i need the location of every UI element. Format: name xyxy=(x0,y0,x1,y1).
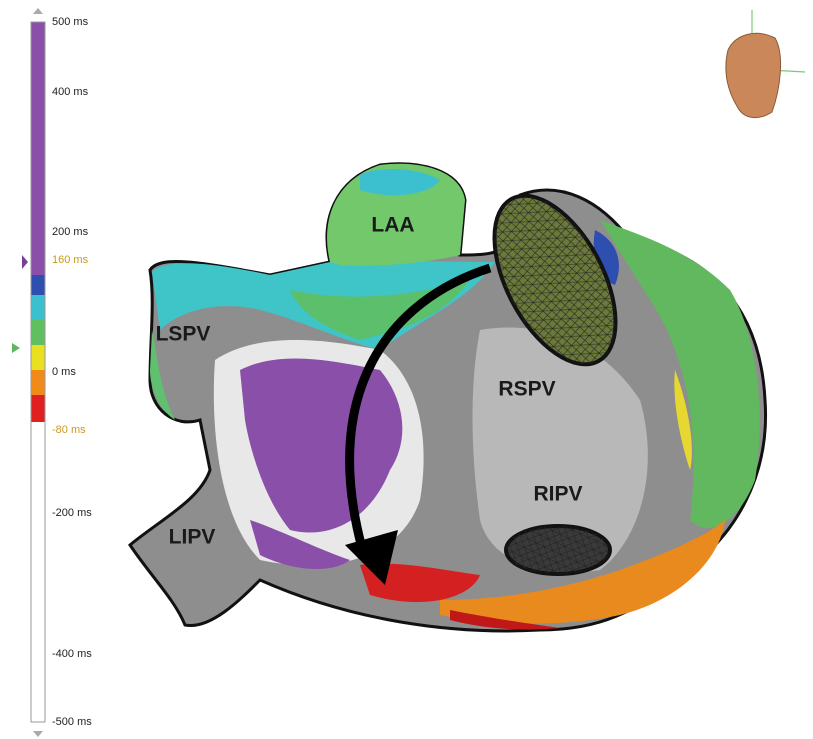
anatomy-label: RIPV xyxy=(533,483,582,506)
scale-up xyxy=(33,8,43,14)
scale-tick: 500 ms xyxy=(52,16,89,28)
map-view: 500 ms 400 ms 200 ms 160 ms 0 ms -80 ms … xyxy=(0,0,813,739)
scale-tick: -500 ms xyxy=(52,716,92,728)
scale-tick: 200 ms xyxy=(52,226,89,238)
anatomy-label: LAA xyxy=(371,214,414,237)
scale-tick: -200 ms xyxy=(52,507,92,519)
color-scale: 500 ms 400 ms 200 ms 160 ms 0 ms -80 ms … xyxy=(12,8,92,737)
page: 500 ms 400 ms 200 ms 160 ms 0 ms -80 ms … xyxy=(0,0,813,739)
scale-down xyxy=(33,731,43,737)
scale-band xyxy=(31,320,45,345)
scale-tick: 400 ms xyxy=(52,86,89,98)
scale-band xyxy=(31,395,45,422)
scale-tick: 0 ms xyxy=(52,366,76,378)
scale-window: -80 ms xyxy=(52,424,86,436)
scale-band xyxy=(31,22,45,275)
window-marker xyxy=(22,255,28,269)
scale-band xyxy=(31,275,45,295)
window-marker xyxy=(12,343,20,353)
anatomy-label: RSPV xyxy=(498,378,555,401)
atrium-map: LAA LSPV RSPV RIPV LIPV xyxy=(130,164,766,631)
scale-window: 160 ms xyxy=(52,254,89,266)
scale-band xyxy=(31,345,45,370)
orientation-icon xyxy=(726,10,805,118)
scale-band xyxy=(31,370,45,395)
scale-tick: -400 ms xyxy=(52,648,92,660)
scale-band xyxy=(31,295,45,320)
anatomy-label: LSPV xyxy=(156,323,211,346)
anatomy-label: LIPV xyxy=(169,526,216,549)
